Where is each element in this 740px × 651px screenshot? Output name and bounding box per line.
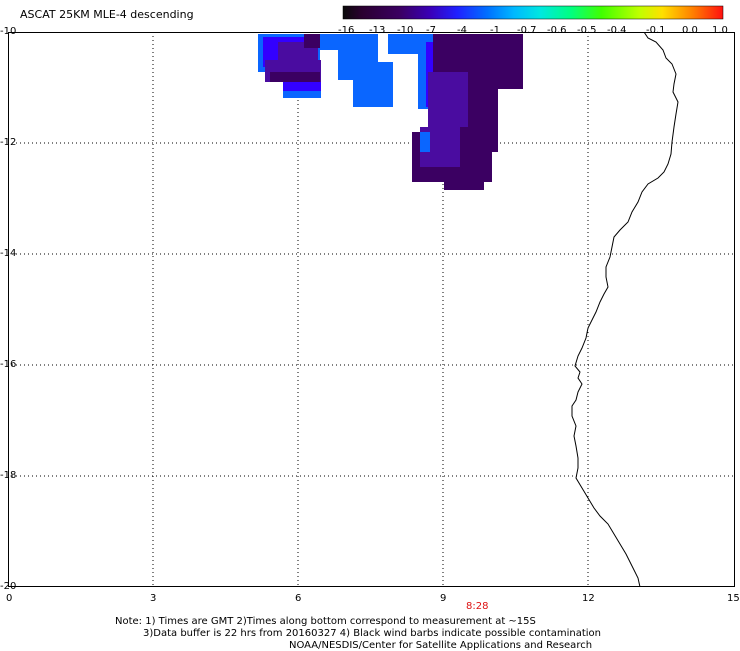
x-tick-label: 15 — [727, 593, 740, 604]
swath-data — [258, 34, 523, 190]
x-tick-label: 9 — [440, 593, 447, 604]
colorbar — [342, 5, 724, 20]
x-tick-label: 6 — [295, 593, 302, 604]
colorbar-label: -4 — [457, 25, 467, 36]
map-plot[interactable] — [8, 32, 735, 587]
coastline — [571, 32, 679, 587]
x-tick-label: 3 — [150, 593, 157, 604]
y-tick-label: -12 — [0, 137, 17, 148]
y-tick-label: -16 — [0, 359, 17, 370]
colorbar-label: -7 — [426, 25, 436, 36]
colorbar-label: -0.5 — [577, 25, 597, 36]
colorbar-label: -0.7 — [517, 25, 537, 36]
note-line-2: 3)Data buffer is 22 hrs from 20160327 4)… — [143, 628, 601, 639]
colorbar-label: -16 — [338, 25, 355, 36]
plot-frame — [8, 32, 735, 587]
colorbar-label: -0.4 — [607, 25, 627, 36]
y-tick-label: -14 — [0, 248, 17, 259]
note-line-1: Note: 1) Times are GMT 2)Times along bot… — [115, 616, 536, 627]
y-tick-label: -20 — [0, 581, 17, 592]
colorbar-label: -1 — [490, 25, 500, 36]
note-line-3: NOAA/NESDIS/Center for Satellite Applica… — [289, 640, 593, 651]
colorbar-label: -13 — [369, 25, 386, 36]
colorbar-label: -0.1 — [646, 25, 666, 36]
y-tick-label: -18 — [0, 470, 17, 481]
colorbar-label: 0.0 — [682, 25, 698, 36]
colorbar-label: -10 — [397, 25, 414, 36]
x-tick-label: 12 — [582, 593, 595, 604]
colorbar-label: -0.6 — [547, 25, 567, 36]
colorbar-label: 1.0 — [712, 25, 728, 36]
map-title: ASCAT 25KM MLE-4 descending — [20, 8, 194, 21]
time-label: 8:28 — [466, 601, 489, 612]
x-tick-label: 0 — [6, 593, 13, 604]
grid-lines — [8, 32, 735, 587]
y-tick-label: -10 — [0, 26, 17, 37]
